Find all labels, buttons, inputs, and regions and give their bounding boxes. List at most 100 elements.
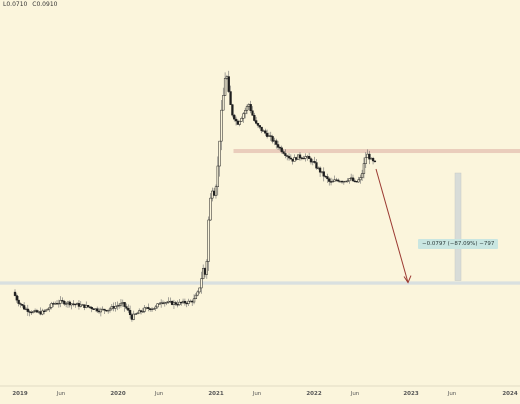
candle-up bbox=[82, 305, 84, 306]
candle-up bbox=[138, 311, 140, 313]
candle-down bbox=[184, 301, 186, 303]
candle-up bbox=[334, 180, 336, 181]
candle-up bbox=[65, 304, 67, 305]
candle-up bbox=[188, 301, 190, 303]
candle-down bbox=[36, 310, 38, 312]
x-tick-label: 2020 bbox=[110, 391, 125, 397]
candle-up bbox=[197, 292, 199, 295]
candle-up bbox=[164, 302, 166, 303]
candle-down bbox=[175, 303, 177, 305]
candle-down bbox=[20, 304, 22, 305]
candle-down bbox=[18, 300, 20, 303]
candle-down bbox=[31, 312, 33, 313]
candle-down bbox=[316, 163, 318, 169]
candle-down bbox=[230, 92, 232, 105]
candle-up bbox=[359, 178, 361, 180]
support-zone bbox=[0, 281, 520, 284]
candle-down bbox=[310, 159, 312, 162]
x-tick-label: Jun bbox=[252, 391, 262, 397]
candle-down bbox=[369, 154, 371, 159]
candle-up bbox=[107, 310, 109, 311]
candle-up bbox=[151, 309, 153, 310]
candle-up bbox=[215, 187, 217, 196]
candle-down bbox=[63, 301, 65, 304]
candle-up bbox=[115, 306, 117, 308]
candle-down bbox=[295, 157, 297, 159]
candle-up bbox=[350, 178, 352, 179]
candle-down bbox=[16, 296, 18, 301]
candle-up bbox=[321, 172, 323, 173]
candle-up bbox=[202, 268, 204, 278]
candle-up bbox=[109, 309, 111, 310]
candle-up bbox=[263, 131, 265, 132]
x-tick-label: Jun bbox=[56, 391, 66, 397]
candle-up bbox=[268, 136, 270, 137]
candle-down bbox=[96, 309, 98, 311]
candle-down bbox=[354, 181, 356, 182]
x-tick-label: 2024 bbox=[502, 391, 517, 397]
price-range-measurement: −0.0797 (−87.09%) −797 bbox=[418, 239, 498, 249]
candle-down bbox=[93, 309, 95, 310]
candle-up bbox=[241, 118, 243, 121]
candle-down bbox=[204, 268, 206, 274]
close-value: C0.0910 bbox=[32, 1, 57, 8]
candle-down bbox=[275, 141, 277, 145]
candle-down bbox=[177, 304, 179, 305]
candle-down bbox=[328, 179, 330, 182]
candle-up bbox=[358, 180, 360, 182]
candle-down bbox=[253, 115, 255, 120]
candle-up bbox=[135, 314, 137, 315]
candle-up bbox=[118, 305, 120, 306]
x-tick-label: Jun bbox=[154, 391, 164, 397]
candle-up bbox=[339, 181, 341, 182]
candle-down bbox=[40, 312, 42, 315]
x-tick-label: Jun bbox=[350, 391, 360, 397]
candle-down bbox=[255, 121, 257, 124]
candle-up bbox=[160, 303, 162, 304]
candle-up bbox=[248, 104, 250, 106]
x-tick-label: 2022 bbox=[306, 391, 321, 397]
candle-down bbox=[78, 303, 80, 306]
candle-down bbox=[277, 144, 279, 147]
candle-down bbox=[264, 131, 266, 133]
candle-up bbox=[217, 166, 219, 187]
candle-up bbox=[111, 306, 113, 308]
candle-down bbox=[288, 156, 290, 158]
candle-up bbox=[102, 309, 104, 310]
candle-down bbox=[126, 307, 128, 309]
x-tick-label: 2019 bbox=[12, 391, 27, 397]
candle-up bbox=[305, 157, 307, 159]
candle-up bbox=[169, 301, 171, 302]
candle-down bbox=[235, 119, 237, 121]
x-tick-label: 2021 bbox=[208, 391, 223, 397]
candle-down bbox=[374, 161, 376, 162]
candle-down bbox=[23, 305, 25, 309]
candle-up bbox=[274, 141, 276, 142]
candle-down bbox=[356, 181, 358, 182]
candle-up bbox=[345, 181, 347, 182]
candle-up bbox=[80, 305, 82, 306]
candle-up bbox=[226, 77, 228, 79]
candle-up bbox=[49, 307, 51, 309]
candle-down bbox=[149, 309, 151, 310]
candle-up bbox=[47, 309, 49, 310]
candle-up bbox=[142, 311, 144, 312]
candle-up bbox=[100, 309, 102, 312]
candle-up bbox=[158, 304, 160, 305]
candle-down bbox=[29, 312, 31, 313]
candle-down bbox=[162, 303, 164, 304]
candle-down bbox=[250, 104, 252, 110]
candle-down bbox=[191, 301, 193, 302]
candle-up bbox=[133, 314, 135, 319]
candle-down bbox=[180, 302, 182, 303]
candle-down bbox=[252, 111, 254, 115]
candle-down bbox=[323, 172, 325, 176]
candle-down bbox=[372, 158, 374, 161]
candle-down bbox=[337, 180, 339, 181]
low-value: L0.0710 bbox=[3, 1, 27, 8]
candle-up bbox=[67, 302, 69, 304]
candle-up bbox=[244, 110, 246, 113]
candle-up bbox=[297, 155, 299, 160]
